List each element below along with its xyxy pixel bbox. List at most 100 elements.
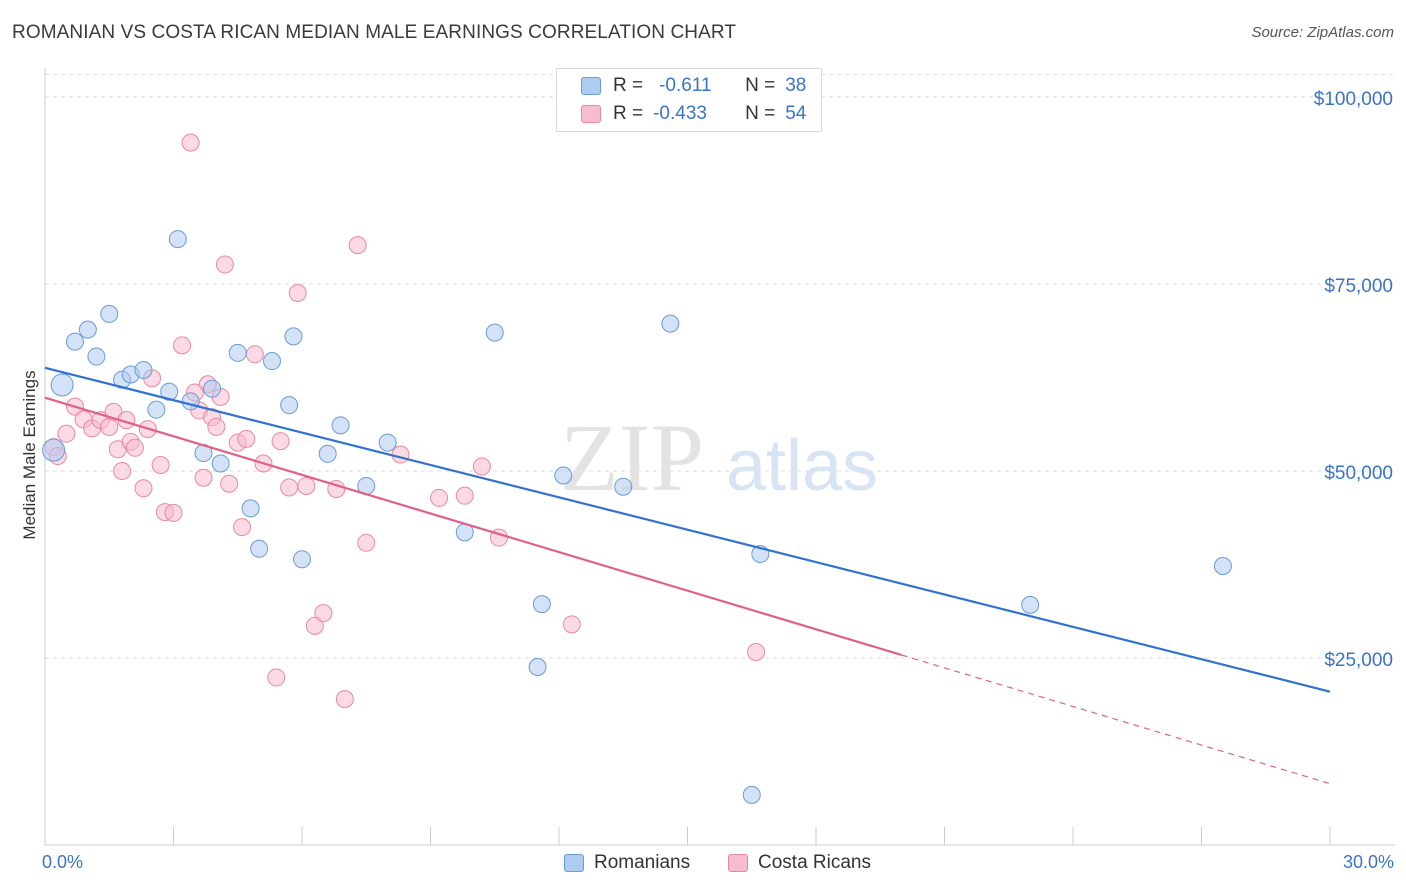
romanians-point xyxy=(661,314,680,333)
romanians-point xyxy=(65,332,84,351)
watermark-zip: ZIP xyxy=(560,404,704,511)
romanians-point xyxy=(528,657,547,676)
costa-ricans-point xyxy=(113,462,132,480)
romanians-point xyxy=(134,361,153,380)
romanians-point xyxy=(485,323,504,342)
costa-ricans-point xyxy=(271,432,290,451)
romanians-point xyxy=(78,320,97,339)
costa-ricans-point xyxy=(173,336,192,355)
romanians-point xyxy=(263,352,282,371)
romanians-points xyxy=(42,230,1232,804)
legend-item-romanians[interactable]: Romanians xyxy=(564,852,690,874)
series-legend: Romanians Costa Ricans xyxy=(0,852,1406,878)
costa-ricans-points xyxy=(44,133,766,709)
y-tick-label: $75,000 xyxy=(1324,276,1393,297)
costa-ricans-point xyxy=(747,643,766,662)
romanians-point xyxy=(554,466,573,485)
romanians-point xyxy=(293,550,311,569)
costa-ricans-point xyxy=(194,468,213,487)
y-tick-label: $100,000 xyxy=(1314,89,1393,110)
y-tick-label: $50,000 xyxy=(1324,463,1393,484)
n-value: 38 xyxy=(785,75,807,96)
axes xyxy=(44,68,1395,846)
romanians-point xyxy=(614,477,633,496)
romanians-point xyxy=(241,499,260,518)
costa-ricans-point xyxy=(181,133,200,152)
r-label: R = xyxy=(613,103,644,124)
romanians-point xyxy=(1213,556,1232,575)
trend-lines xyxy=(44,366,1331,785)
costa-ricans-point xyxy=(335,690,354,709)
costa-ricans-point xyxy=(297,476,316,495)
romanians-point xyxy=(203,379,222,398)
romanians-point xyxy=(181,392,200,411)
costa-ricans-point xyxy=(215,255,234,274)
romanians-point xyxy=(211,454,230,473)
costa-ricans-legend-label: Costa Ricans xyxy=(758,852,871,873)
costa-ricans-point xyxy=(125,438,144,457)
chart-title: ROMANIAN VS COSTA RICAN MEDIAN MALE EARN… xyxy=(12,22,737,43)
costa-ricans-point xyxy=(151,456,170,475)
costa-ricans-legend-swatch xyxy=(728,854,748,872)
romanians-point xyxy=(50,373,74,397)
romanians-point xyxy=(532,595,551,614)
romanians-point xyxy=(42,438,66,462)
romanians-point xyxy=(284,327,303,346)
watermark: ZIP atlas xyxy=(560,404,878,511)
legend-row-romanians: R = -0.611 N = 38 xyxy=(581,73,806,99)
costa-ricans-point xyxy=(134,479,153,498)
source-label: Source: ZipAtlas.com xyxy=(1251,24,1394,41)
costa-ricans-point xyxy=(357,533,376,552)
legend-row-costa-ricans: R = -0.433 N = 54 xyxy=(581,101,806,127)
romanians-swatch xyxy=(581,77,601,95)
romanians-point xyxy=(1021,595,1040,614)
costa-ricans-point xyxy=(57,424,76,443)
romanians-point xyxy=(318,444,337,463)
costa-ricans-point xyxy=(100,417,119,436)
costa-ricans-point xyxy=(207,417,226,436)
costa-ricans-point xyxy=(245,345,264,364)
costa-ricans-point xyxy=(237,429,256,448)
costa-ricans-point xyxy=(305,616,324,635)
r-label: R = xyxy=(613,75,644,96)
romanians-point xyxy=(742,785,761,804)
romanians-point xyxy=(100,304,119,323)
costa-ricans-trend-line xyxy=(44,396,902,657)
costa-ricans-point xyxy=(233,518,252,537)
y-tick-label: $25,000 xyxy=(1324,650,1393,671)
costa-ricans-point xyxy=(430,488,449,507)
romanians-point xyxy=(280,396,299,415)
x-tick-label-min: 0.0% xyxy=(42,852,84,872)
romanians-point xyxy=(168,230,187,249)
costa-ricans-point xyxy=(455,486,474,505)
costa-ricans-point xyxy=(267,668,286,687)
costa-ricans-point xyxy=(220,474,239,493)
romanians-point xyxy=(87,347,106,366)
n-value: 54 xyxy=(785,103,807,124)
romanians-point xyxy=(331,416,350,435)
costa-ricans-swatch xyxy=(581,105,601,123)
romanians-point xyxy=(228,343,247,362)
costa-ricans-point xyxy=(562,615,581,634)
legend-item-costa-ricans[interactable]: Costa Ricans xyxy=(728,852,871,874)
romanians-legend-swatch xyxy=(564,854,584,872)
x-tick-label-max: 30.0% xyxy=(1342,852,1394,872)
y-tick-labels: $25,000 $50,000 $75,000 $100,000 xyxy=(1314,89,1393,671)
n-label: N = xyxy=(745,75,776,96)
romanians-point xyxy=(250,539,269,558)
romanians-point xyxy=(147,400,166,419)
costa-ricans-point xyxy=(164,503,183,522)
grid-lines xyxy=(45,74,1395,659)
n-label: N = xyxy=(745,103,776,124)
costa-ricans-point xyxy=(288,283,307,302)
costa-ricans-trend-extension xyxy=(901,654,1331,785)
costa-ricans-point xyxy=(314,604,333,623)
costa-ricans-point xyxy=(348,236,367,255)
romanians-legend-label: Romanians xyxy=(594,852,691,873)
romanians-point xyxy=(378,433,397,452)
r-value: -0.433 xyxy=(653,103,707,124)
watermark-atlas: atlas xyxy=(726,426,878,506)
costa-ricans-point xyxy=(472,457,491,476)
r-value: -0.611 xyxy=(659,75,712,96)
